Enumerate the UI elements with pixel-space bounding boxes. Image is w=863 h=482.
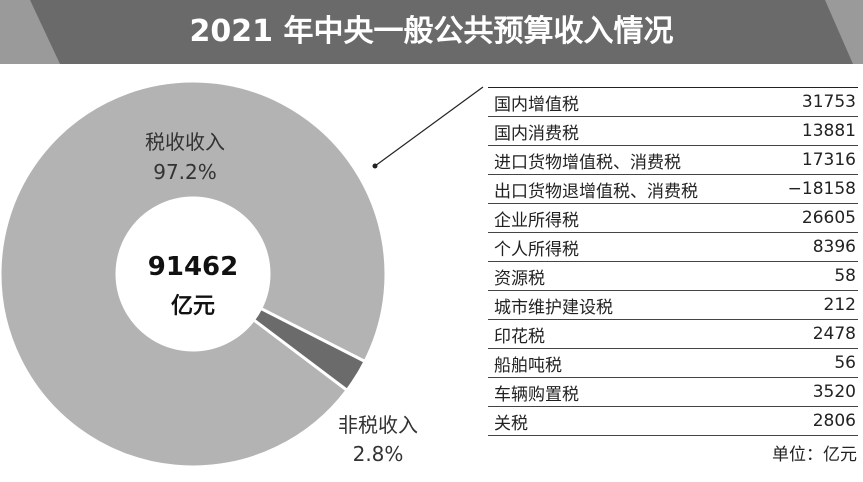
donut-center-unit: 亿元	[170, 294, 215, 319]
donut-chart-svg	[0, 79, 388, 469]
table-cell-name: 个人所得税	[488, 232, 761, 262]
pie-slice-nontax	[251, 306, 368, 393]
table-cell-value: 3520	[760, 377, 858, 407]
table-cell-value: −18158	[760, 174, 858, 204]
unit-note: 单位：亿元	[772, 445, 857, 465]
slice-label-nontax-name: 非税收入	[338, 413, 418, 437]
table-cell-value: 31753	[760, 87, 858, 117]
donut-center-value: 91462	[147, 252, 239, 282]
donut-chart: 税收收入 97.2% 非税收入 2.8% 91462 亿元	[0, 74, 470, 478]
table-cell-name: 车辆购置税	[488, 377, 761, 407]
table-row: 国内消费税 13881	[488, 116, 858, 146]
table-cell-value: 8396	[760, 232, 858, 262]
table-cell-name: 资源税	[488, 261, 761, 291]
table-cell-name: 企业所得税	[488, 203, 761, 233]
table-row: 企业所得税 26605	[488, 203, 858, 233]
table-cell-name: 国内消费税	[488, 116, 761, 146]
title-banner: 2021 年中央一般公共预算收入情况	[0, 0, 863, 64]
table-cell-name: 进口货物增值税、消费税	[488, 145, 761, 175]
table-row: 印花税 2478	[488, 319, 858, 349]
table-cell-value: 56	[760, 348, 858, 378]
table-row: 进口货物增值税、消费税 17316	[488, 145, 858, 175]
title-banner-right-stripe	[825, 0, 863, 64]
tax-detail-table: 国内增值税 31753 国内消费税 13881 进口货物增值税、消费税 17316 出口货物…	[488, 87, 858, 436]
table-cell-value: 2478	[760, 319, 858, 349]
table-cell-value: 58	[760, 261, 858, 291]
table-row: 个人所得税 8396	[488, 232, 858, 262]
slice-label-nontax-percent: 2.8%	[352, 442, 404, 466]
table-cell-value: 2806	[760, 406, 858, 436]
chart-title: 2021 年中央一般公共预算收入情况	[189, 14, 674, 49]
table-cell-name: 国内增值税	[488, 87, 761, 117]
table-cell-name: 城市维护建设税	[488, 290, 761, 320]
table-cell-name: 出口货物退增值税、消费税	[488, 174, 761, 204]
slice-label-tax-percent: 97.2%	[153, 160, 217, 184]
table-row: 关税 2806	[488, 406, 858, 436]
table-row: 城市维护建设税 212	[488, 290, 858, 320]
table-cell-value: 212	[760, 290, 858, 320]
title-banner-left-stripe	[0, 0, 60, 64]
title-banner-bg	[0, 0, 863, 64]
table-row: 资源税 58	[488, 261, 858, 291]
title-banner-fill	[0, 0, 863, 64]
slice-label-tax-name: 税收收入	[145, 130, 225, 154]
table-cell-name: 关税	[488, 406, 761, 436]
table-row: 船舶吨税 56	[488, 348, 858, 378]
table-cell-value: 17316	[760, 145, 858, 175]
pie-slice-tax	[0, 79, 388, 469]
table-cell-name: 印花税	[488, 319, 761, 349]
table-cell-value: 26605	[760, 203, 858, 233]
table-cell-value: 13881	[760, 116, 858, 146]
table-row: 车辆购置税 3520	[488, 377, 858, 407]
table-cell-name: 船舶吨税	[488, 348, 761, 378]
table-row: 出口货物退增值税、消费税 −18158	[488, 174, 858, 204]
table-row: 国内增值税 31753	[488, 87, 858, 117]
